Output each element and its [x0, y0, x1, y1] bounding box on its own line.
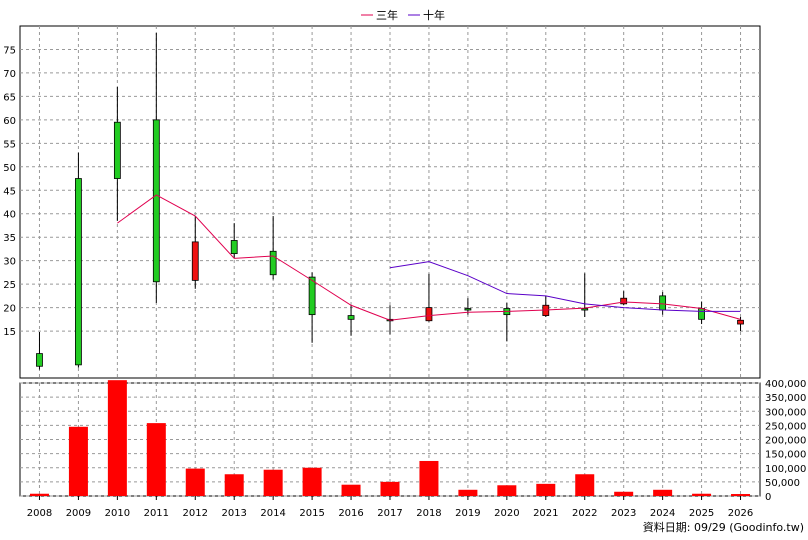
- volume-bar: [302, 467, 322, 496]
- price-tick-label: 25: [3, 280, 16, 291]
- x-tick-label: 2016: [338, 508, 363, 519]
- price-tick-label: 55: [3, 139, 16, 150]
- volume-tick-label: 0: [765, 492, 771, 503]
- x-axis: 2008 2009 2010 2011 2012 2013 2014 2015 2016 2017…: [27, 496, 753, 519]
- x-tick-label: 2015: [299, 508, 324, 519]
- legend-label-ten-year: 十年: [423, 8, 445, 22]
- candle-body: [698, 308, 705, 320]
- volume-bar: [497, 485, 517, 496]
- price-tick-label: 40: [3, 210, 16, 221]
- volume-tick-label: 200,000: [765, 436, 806, 447]
- series-line-ten-year: [389, 261, 741, 312]
- volume-bar: [380, 481, 400, 496]
- x-tick-label: 2024: [650, 508, 675, 519]
- price-tick-label: 45: [3, 186, 16, 197]
- volume-panel: 0 50,000 100,000 150,000 200,000 250,000 300,0…: [19, 379, 806, 503]
- chart-legend: 三年 十年: [361, 8, 445, 22]
- volume-bar: [419, 460, 439, 496]
- price-panel: 15 20 25 30 35 40 45 50 55 60 65 70 75: [3, 25, 761, 379]
- price-tick-label: 70: [3, 69, 16, 80]
- volume-bar: [146, 423, 166, 496]
- price-tick-label: 50: [3, 163, 16, 174]
- x-tick-label: 2008: [27, 508, 52, 519]
- candle-body: [620, 297, 628, 305]
- x-tick-label: 2023: [611, 508, 636, 519]
- volume-bar: [653, 489, 673, 496]
- volume-tick-label: 400,000: [765, 379, 806, 390]
- volume-bar: [68, 426, 88, 496]
- x-tick-label: 2012: [183, 508, 208, 519]
- x-tick-label: 2019: [455, 508, 480, 519]
- candle-body: [737, 319, 744, 325]
- price-tick-label: 30: [3, 257, 16, 268]
- volume-bar: [575, 474, 595, 496]
- volume-bar: [107, 380, 127, 496]
- x-tick-label: 2011: [144, 508, 169, 519]
- price-tick-label: 15: [3, 327, 16, 338]
- candle-body: [113, 121, 121, 179]
- x-tick-label: 2022: [572, 508, 597, 519]
- price-tick-label: 60: [3, 116, 16, 127]
- x-tick-label: 2009: [66, 508, 91, 519]
- volume-bar: [458, 489, 478, 496]
- volume-tick-label: 100,000: [765, 464, 806, 475]
- volume-bar: [185, 468, 205, 496]
- volume-tick-label: 300,000: [765, 407, 806, 418]
- candle-body: [36, 353, 43, 367]
- volume-bar: [536, 483, 556, 496]
- price-tick-label: 75: [3, 45, 16, 56]
- volume-tick-label: 250,000: [765, 421, 806, 432]
- footer-date-source: 資料日期: 09/29 (Goodinfo.tw): [643, 520, 804, 534]
- volume-tick-label: 350,000: [765, 393, 806, 404]
- candle-body: [464, 308, 472, 311]
- candle-body: [308, 276, 316, 316]
- x-tick-label: 2014: [260, 508, 285, 519]
- x-tick-label: 2026: [728, 508, 753, 519]
- volume-bar: [614, 491, 634, 496]
- candle-body: [230, 240, 238, 255]
- volume-bar: [731, 494, 751, 496]
- volume-bar: [341, 484, 361, 496]
- x-tick-label: 2010: [105, 508, 130, 519]
- volume-bar: [29, 493, 49, 496]
- volume-bar: [263, 469, 283, 496]
- x-tick-label: 2021: [533, 508, 558, 519]
- price-tick-label: 20: [3, 304, 16, 315]
- x-tick-label: 2013: [221, 508, 246, 519]
- x-tick-label: 2018: [416, 508, 441, 519]
- volume-bar: [224, 474, 244, 496]
- volume-tick-label: 50,000: [765, 478, 800, 489]
- candle-body: [581, 308, 589, 311]
- x-tick-label: 2020: [494, 508, 519, 519]
- volume-tick-label: 150,000: [765, 450, 806, 461]
- volume-bar: [692, 493, 712, 496]
- candle-body: [191, 241, 199, 281]
- candle-body: [269, 250, 277, 276]
- candle-body: [75, 178, 82, 366]
- x-tick-label: 2025: [689, 508, 714, 519]
- x-tick-label: 2017: [377, 508, 402, 519]
- legend-label-three-year: 三年: [376, 8, 398, 22]
- candle-body: [659, 295, 667, 311]
- candle-body: [347, 315, 355, 320]
- price-tick-label: 35: [3, 233, 16, 244]
- candle-body: [152, 119, 160, 283]
- series-line-three-year: [117, 194, 741, 321]
- price-tick-label: 65: [3, 92, 16, 103]
- candle-body: [425, 307, 433, 322]
